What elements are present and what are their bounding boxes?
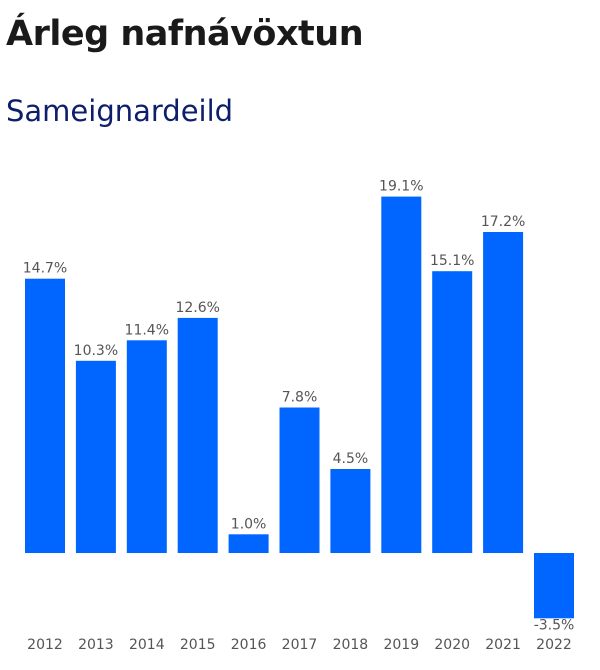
category-label-2019: 2019	[383, 637, 419, 653]
bars-group	[25, 196, 574, 619]
category-label-2017: 2017	[282, 637, 318, 653]
bar-2019	[381, 196, 422, 553]
category-label-2014: 2014	[129, 637, 165, 653]
category-label-2013: 2013	[78, 637, 114, 653]
chart-subtitle: Sameignardeild	[6, 94, 234, 128]
category-labels-group: 2012 2013 2014 2015 2016 2017 2018 2019 2020 2021…	[27, 637, 572, 653]
bar-2018	[330, 469, 371, 553]
bar-2021	[483, 232, 524, 553]
bar-2012	[25, 278, 65, 553]
category-label-2012: 2012	[27, 637, 63, 653]
value-label-2017: 7.8%	[282, 390, 318, 406]
value-label-2021: 17.2%	[481, 214, 525, 230]
value-label-2014: 11.4%	[125, 322, 169, 338]
value-labels-group: 14.7% 10.3% 11.4% 12.6% 1.0% 7.8% 4.5% 19.1% 15.…	[23, 179, 575, 634]
bar-2014	[126, 340, 167, 553]
value-label-2015: 12.6%	[175, 300, 219, 316]
value-label-2013: 10.3%	[74, 343, 118, 359]
category-label-2022: 2022	[536, 637, 572, 653]
bar-2022	[534, 553, 574, 619]
bar-2017	[279, 407, 320, 553]
value-label-2018: 4.5%	[333, 451, 369, 467]
category-label-2021: 2021	[485, 637, 521, 653]
value-label-2012: 14.7%	[23, 261, 67, 277]
bar-2020	[432, 271, 473, 553]
category-label-2018: 2018	[333, 637, 369, 653]
category-label-2016: 2016	[231, 637, 267, 653]
value-label-2016: 1.0%	[231, 516, 267, 532]
category-label-2015: 2015	[180, 637, 216, 653]
chart-title: Árleg nafnávöxtun	[6, 14, 364, 54]
value-label-2019: 19.1%	[379, 179, 423, 195]
value-label-2020: 15.1%	[430, 253, 474, 269]
bar-2015	[177, 317, 218, 553]
value-label-2022: -3.5%	[534, 617, 575, 633]
category-label-2020: 2020	[434, 637, 470, 653]
bar-2013	[75, 360, 116, 553]
bar-2016	[228, 534, 269, 553]
